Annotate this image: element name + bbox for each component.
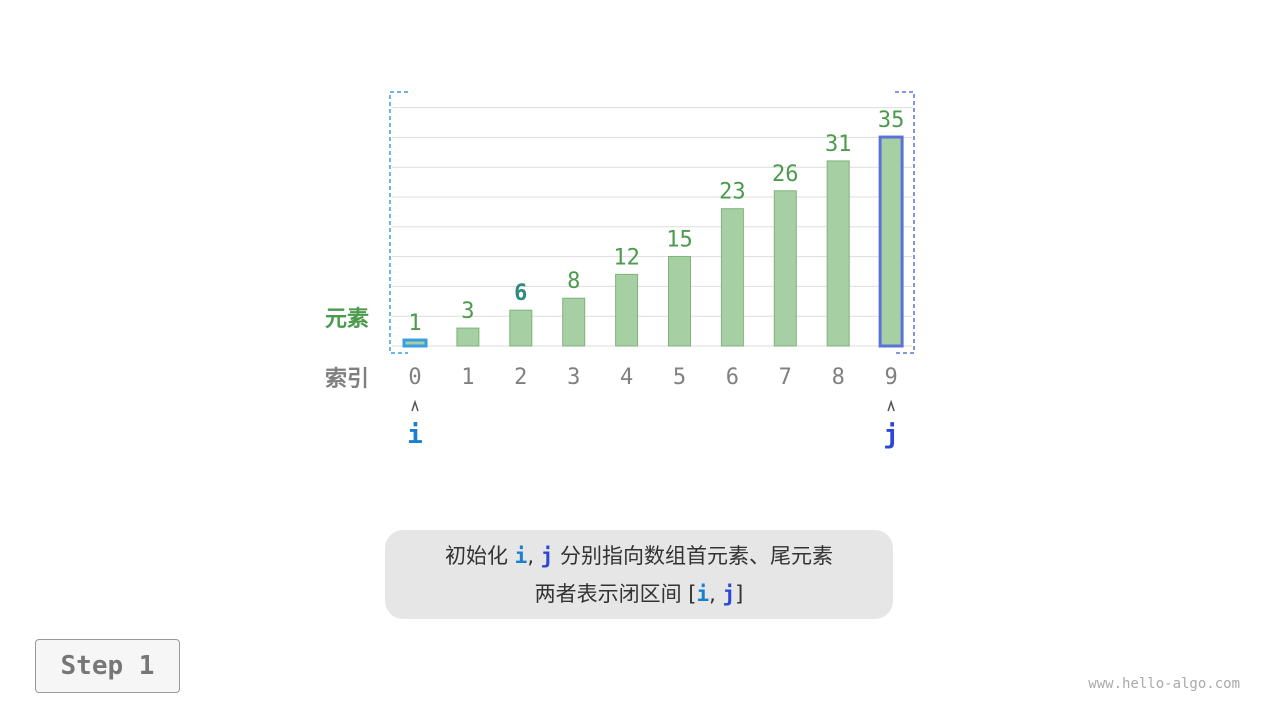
caption-comma: , bbox=[527, 544, 541, 568]
index-label: 0 bbox=[408, 365, 421, 390]
index-label: 3 bbox=[567, 365, 580, 390]
interval-right-bracket bbox=[895, 91, 915, 354]
caption-text: 初始化 bbox=[444, 544, 515, 568]
index-label: 8 bbox=[832, 365, 845, 390]
array-bar bbox=[562, 297, 586, 347]
pointer-i-highlight bbox=[402, 338, 428, 348]
element-value: 8 bbox=[567, 269, 580, 294]
caption-text: ] bbox=[735, 582, 744, 606]
pointer-arrow-icon bbox=[887, 399, 895, 412]
index-label: 9 bbox=[884, 365, 897, 390]
index-label: 7 bbox=[779, 365, 792, 390]
index-row-label: 索引 bbox=[325, 367, 370, 392]
element-row-label: 元素 bbox=[325, 307, 370, 332]
step-caption: 初始化 i, j 分别指向数组首元素、尾元素 两者表示闭区间 [i, j] bbox=[385, 530, 893, 619]
array-bar bbox=[509, 309, 533, 347]
step-button[interactable]: Step 1 bbox=[35, 639, 180, 693]
element-value: 3 bbox=[461, 299, 474, 324]
caption-i: i bbox=[514, 544, 528, 568]
array-bar bbox=[879, 136, 903, 347]
element-value: 26 bbox=[772, 162, 799, 187]
pointer-j-label: j bbox=[883, 420, 899, 450]
caption-text: 分别指向数组首元素、尾元素 bbox=[553, 544, 834, 568]
element-value: 31 bbox=[825, 132, 852, 157]
array-bar bbox=[720, 208, 744, 347]
index-label: 6 bbox=[726, 365, 739, 390]
array-bar bbox=[773, 190, 797, 347]
array-bar bbox=[456, 327, 480, 347]
element-value: 6 bbox=[514, 281, 527, 306]
index-label: 4 bbox=[620, 365, 633, 390]
array-bar bbox=[668, 255, 691, 347]
array-bar bbox=[615, 273, 639, 347]
array-bar bbox=[826, 160, 850, 347]
interval-left-bracket bbox=[389, 91, 408, 354]
element-value: 23 bbox=[719, 180, 746, 205]
watermark: www.hello-algo.com bbox=[1088, 676, 1240, 692]
element-value: 1 bbox=[408, 311, 421, 336]
caption-comma: , bbox=[709, 582, 723, 606]
index-label: 5 bbox=[673, 365, 686, 390]
caption-i: i bbox=[696, 582, 710, 606]
pointer-j-highlight bbox=[878, 135, 904, 348]
element-value: 12 bbox=[613, 245, 640, 270]
element-value: 15 bbox=[666, 227, 693, 252]
caption-text: 两者表示闭区间 [ bbox=[534, 582, 697, 606]
index-label: 2 bbox=[514, 365, 527, 390]
element-value: 35 bbox=[878, 108, 905, 133]
pointer-arrow-icon bbox=[411, 399, 419, 412]
index-label: 1 bbox=[461, 365, 474, 390]
caption-j: j bbox=[722, 582, 736, 606]
pointer-i-label: i bbox=[407, 420, 423, 450]
caption-j: j bbox=[540, 544, 554, 568]
